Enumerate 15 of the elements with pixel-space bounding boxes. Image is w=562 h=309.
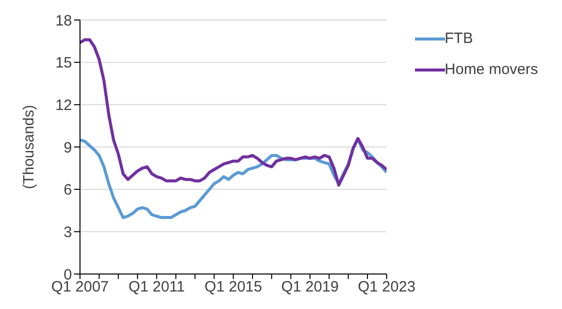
x-tick-label: Q1 2019 xyxy=(281,278,339,296)
y-tick-label: 3 xyxy=(64,224,72,241)
line-series xyxy=(80,38,387,187)
y-tick-label: 6 xyxy=(64,182,72,199)
y-tick-label: 9 xyxy=(64,139,72,156)
x-tick-label: Q1 2015 xyxy=(204,278,262,296)
x-tick-label: Q1 2023 xyxy=(358,278,416,296)
x-tick-label: Q1 2007 xyxy=(51,278,109,296)
x-tick-label: Q1 2011 xyxy=(128,278,185,296)
y-tick-label: 18 xyxy=(55,12,72,30)
y-tick-label: 15 xyxy=(55,54,72,72)
legend-label: FTB xyxy=(444,30,473,47)
y-tick-label: 12 xyxy=(55,96,72,114)
y-axis-title: (Thousands) xyxy=(20,104,38,190)
legend-label: Home movers xyxy=(444,61,538,78)
